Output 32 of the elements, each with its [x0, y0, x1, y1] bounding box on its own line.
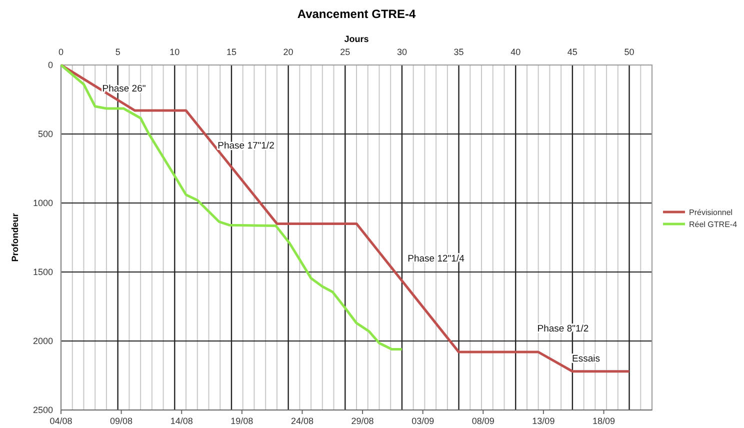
x-tick-label: 08/09 [472, 416, 494, 426]
y-tick-label: 1500 [32, 267, 53, 278]
chart-title: Avancement GTRE-4 [297, 7, 416, 21]
x2-tick-label: 30 [396, 47, 407, 57]
x-tick-label: 19/08 [230, 416, 254, 426]
legend-label: Prévisionnel [689, 208, 733, 217]
x2-tick-label: 25 [340, 47, 350, 57]
x-tick-label: 03/09 [412, 416, 434, 426]
x-tick-label: 13/09 [532, 416, 555, 426]
x2-tick-label: 10 [170, 47, 180, 57]
legend-label: Réel GTRE-4 [689, 220, 738, 229]
x-tick-label: 09/08 [110, 416, 133, 426]
x2-tick-label: 20 [283, 47, 294, 57]
x2-tick-label: 15 [226, 47, 236, 57]
x2-axis-title: Jours [344, 34, 369, 44]
y-axis-title: Profondeur [10, 212, 20, 262]
x-tick-label: 18/09 [592, 416, 616, 426]
x-tick-label: 29/08 [351, 416, 374, 426]
x-tick-label: 04/08 [50, 416, 72, 426]
x-tick-label: 24/08 [290, 416, 314, 426]
x2-tick-label: 50 [624, 47, 634, 57]
y-tick-label: 1000 [32, 198, 53, 208]
x2-tick-label: 0 [58, 47, 64, 57]
y-tick-label: 500 [38, 129, 53, 140]
y-tick-label: 2000 [32, 336, 53, 346]
y-tick-label: 0 [48, 60, 53, 70]
x2-tick-label: 40 [510, 47, 521, 57]
x2-tick-label: 45 [567, 47, 578, 57]
y-tick-label: 2500 [32, 405, 53, 416]
x2-tick-label: 35 [454, 47, 464, 57]
x2-tick-label: 5 [115, 47, 120, 57]
x-tick-label: 14/08 [170, 416, 193, 426]
